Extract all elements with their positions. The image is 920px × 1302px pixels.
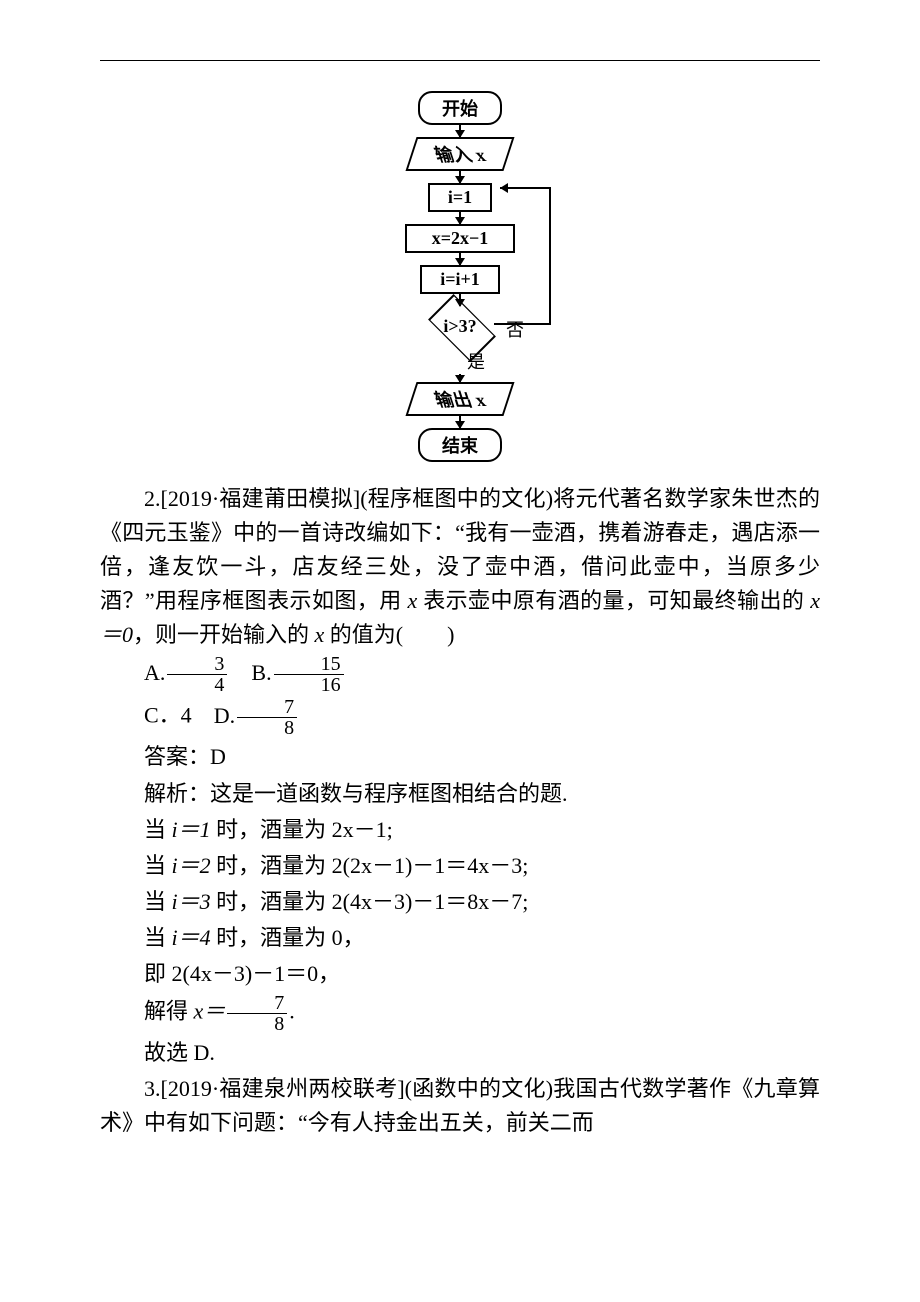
option-d: D.78 — [214, 703, 299, 728]
flowchart: 开始 输入 x i=1 x=2x−1 i=i+1 i>3? 否 是 输出 x 结… — [100, 91, 820, 462]
q2-stem: 2.[2019·福建莆田模拟](程序框图中的文化)将元代著名数学家朱世杰的《四元… — [100, 482, 820, 652]
answer-line: 答案：D — [100, 740, 820, 774]
option-b: B.1516 — [251, 660, 345, 685]
flow-calc-x: x=2x−1 — [405, 224, 515, 253]
flow-input-x: 输入 x — [406, 137, 515, 171]
flow-arrow — [459, 253, 461, 265]
step-4: 当 i＝4 时，酒量为 0， — [100, 921, 820, 955]
flow-input-label: 输入 x — [435, 141, 485, 167]
branch-true-label: 是 — [467, 348, 485, 374]
step-2: 当 i＝2 时，酒量为 2(2x－1)－1＝4x－3; — [100, 849, 820, 883]
equation-line: 即 2(4x－3)－1＝0， — [100, 957, 820, 991]
therefore-line: 故选 D. — [100, 1036, 820, 1070]
flow-arrow — [459, 212, 461, 224]
flow-output-x: 输出 x — [406, 382, 515, 416]
flow-arrow — [459, 294, 461, 306]
step-3: 当 i＝3 时，酒量为 2(4x－3)－1＝8x－7; — [100, 885, 820, 919]
step-1: 当 i＝1 时，酒量为 2x－1; — [100, 813, 820, 847]
solve-line: 解得 x＝78. — [100, 993, 820, 1034]
flow-end: 结束 — [418, 428, 502, 462]
question-2-block: 2.[2019·福建莆田模拟](程序框图中的文化)将元代著名数学家朱世杰的《四元… — [100, 482, 820, 1140]
options-row-1: A.34 B.1516 — [100, 654, 820, 695]
flow-arrow — [459, 416, 461, 428]
flow-arrow — [459, 374, 461, 382]
flow-arrow — [459, 125, 461, 137]
flow-inc-i: i=i+1 — [420, 265, 500, 294]
option-c: C．4 — [144, 703, 192, 728]
flow-output-label: 输出 x — [435, 386, 485, 412]
flow-start: 开始 — [418, 91, 502, 125]
q3-stem: 3.[2019·福建泉州两校联考](函数中的文化)我国古代数学著作《九章算术》中… — [100, 1072, 820, 1140]
options-row-2: C．4 D.78 — [100, 697, 820, 738]
flow-arrow — [459, 171, 461, 183]
flow-init-i: i=1 — [428, 183, 492, 212]
option-a: A.34 — [144, 660, 235, 685]
explain-lead: 解析：这是一道函数与程序框图相结合的题. — [100, 777, 820, 811]
horizontal-rule — [100, 60, 820, 61]
flow-decision: i>3? 否 — [424, 306, 496, 346]
